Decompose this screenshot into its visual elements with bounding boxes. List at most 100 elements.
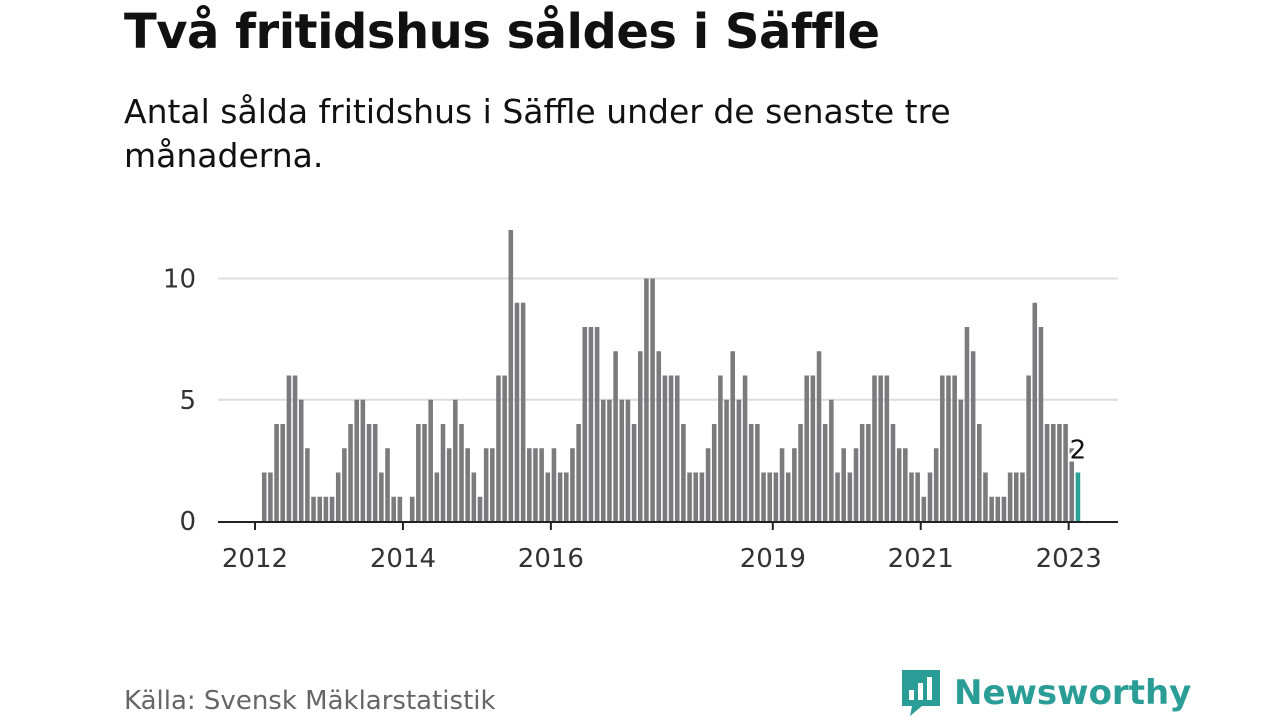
bar [970,351,976,521]
bar [311,496,316,521]
bar [286,375,292,521]
bar [1032,302,1038,521]
bar [471,472,477,521]
bar [545,472,551,521]
bar [292,375,298,521]
bar [483,448,489,521]
bar [576,424,581,521]
bar [958,399,964,521]
bar [711,424,717,521]
bar [588,327,594,521]
bar [323,496,329,521]
bar [434,472,440,521]
x-tick-label: 2014 [370,544,436,574]
bar [761,472,766,521]
bar [496,375,501,521]
x-tick-label: 2019 [740,544,806,574]
bar [453,399,458,521]
bar [317,496,322,521]
bar [921,496,927,521]
bar [903,448,908,521]
bar [564,472,569,521]
bar [724,399,729,521]
bar [1063,424,1068,521]
bar [274,424,279,521]
bar [742,375,748,521]
highlight-bar [1075,472,1081,521]
bar [366,424,372,521]
bar [619,399,625,521]
source-note: Källa: Svensk Mäklarstatistik [124,686,496,716]
bar [465,448,470,521]
chart-title: Två fritidshus såldes i Säffle [124,4,880,60]
bar [570,448,575,521]
bar [859,424,865,521]
bar [656,351,662,521]
bar [539,448,544,521]
bar [767,472,772,521]
bar [527,448,532,521]
bar [342,448,347,521]
bar [1069,448,1075,521]
bar [650,278,655,521]
bar [428,399,433,521]
bar [674,375,680,521]
y-tick-label: 10 [163,265,196,295]
bar [964,327,970,521]
bar [693,472,699,521]
bar [298,399,304,521]
y-tick-label: 5 [179,386,196,416]
bar [755,424,760,521]
bar [625,399,631,521]
bar [816,351,822,521]
bar [822,424,828,521]
brand-name: Newsworthy [954,673,1192,713]
x-tick-label: 2016 [518,544,584,574]
bar [582,327,588,521]
highlight-value-label: 2 [1070,436,1087,466]
bar [1007,472,1013,521]
bar [1050,424,1056,521]
bar [681,424,686,521]
bar [773,472,779,521]
bar [798,424,803,521]
bar [305,448,310,521]
bar [995,496,1001,521]
bar [372,424,378,521]
bar [520,302,526,521]
bar [348,424,353,521]
bar [841,448,846,521]
newsworthy-logo: Newsworthy [900,668,1191,718]
bar [989,496,994,521]
bar [335,472,341,521]
bar [890,424,896,521]
bar [872,375,877,521]
bar [607,399,612,521]
newsworthy-logo-icon [902,670,940,716]
bar [360,399,366,521]
bar [1057,424,1062,521]
bar [1020,472,1025,521]
bar [385,448,390,521]
bar [551,448,557,521]
bar [705,448,711,521]
bar [280,424,286,521]
bar [896,448,902,521]
bar [748,424,754,521]
bar [557,472,563,521]
y-tick-label: 0 [179,507,196,537]
grid-lines [218,277,1118,401]
bar [866,424,871,521]
bar [933,448,939,521]
bar [718,375,723,521]
bar [792,448,797,521]
bar [730,351,736,521]
bar [687,472,692,521]
bar [637,351,643,521]
bar-chart: 0 5 10 2012 2014 2016 2019 2021 2023 2 [163,230,1118,574]
bar [268,472,273,521]
bar [804,375,809,521]
bar [810,375,816,521]
bar [668,375,674,521]
bar [835,472,840,521]
